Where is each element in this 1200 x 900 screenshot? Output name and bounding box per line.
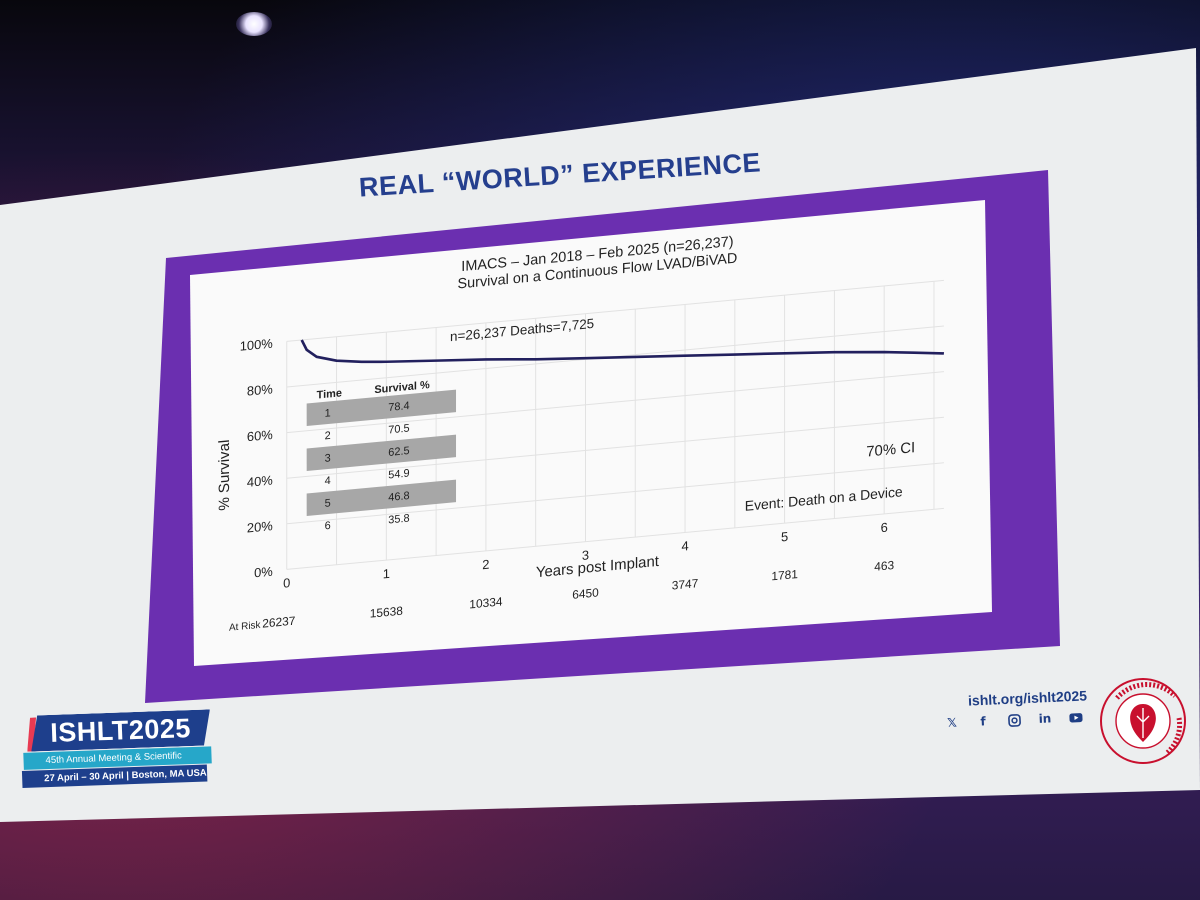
x-tick-label: 2 xyxy=(482,557,489,573)
x-tick-label: 3 xyxy=(582,547,589,563)
at-risk-value: 6450 xyxy=(572,585,599,601)
table-row-band xyxy=(306,479,457,517)
y-tick-labels: 0% 20% 40% 60% 80% 100% xyxy=(240,336,274,581)
survival-curves xyxy=(300,339,945,364)
table-cell-survival: 35.8 xyxy=(388,512,409,526)
y-tick-label: 60% xyxy=(247,427,273,444)
x-tick-label: 1 xyxy=(383,566,390,582)
table-row-band xyxy=(306,434,457,472)
y-tick-label: 80% xyxy=(247,381,273,398)
x-axis-label: Years post Implant xyxy=(536,553,660,581)
at-risk-value: 1781 xyxy=(771,567,798,583)
y-tick-label: 100% xyxy=(240,336,274,354)
table-header-time: Time xyxy=(317,387,342,401)
table-cell-time: 3 xyxy=(325,452,331,465)
ci-annotation: 70% CI xyxy=(866,439,915,461)
table-cell-time: 1 xyxy=(325,407,331,420)
event-annotation: Event: Death on a Device xyxy=(745,483,903,514)
logo-wordmark: ISHLT2025 xyxy=(30,709,211,751)
n-deaths-annotation: n=26,237 Deaths=7,725 xyxy=(450,316,594,344)
y-tick-label: 20% xyxy=(247,518,273,535)
survival-curve xyxy=(300,339,945,364)
chart-grid xyxy=(286,279,944,570)
at-risk-value: 10334 xyxy=(469,594,503,611)
logo-year: 2025 xyxy=(128,713,192,746)
x-tick-labels: 0 1 2 3 4 5 6 xyxy=(283,520,888,591)
table-cell-survival: 54.9 xyxy=(388,467,409,481)
instagram-icon[interactable] xyxy=(1006,712,1023,729)
youtube-icon[interactable] xyxy=(1068,709,1085,726)
x-tick-label: 4 xyxy=(681,538,688,554)
society-seal xyxy=(1097,668,1189,774)
logo-prefix: ISHLT xyxy=(49,715,130,748)
table-cell-time: 4 xyxy=(325,475,331,488)
y-axis-label: % Survival xyxy=(216,439,233,511)
table-cell-survival: 46.8 xyxy=(388,490,409,504)
facebook-icon[interactable]: f xyxy=(980,714,986,729)
at-risk-value: 26237 xyxy=(262,614,296,631)
grid-line-h xyxy=(286,279,944,342)
social-links: 𝕏 f in xyxy=(944,709,1085,731)
stage-light xyxy=(236,12,272,36)
table-cell-time: 2 xyxy=(325,430,331,443)
y-tick-label: 0% xyxy=(254,564,273,581)
x-icon[interactable]: 𝕏 xyxy=(946,715,958,730)
table-header-survival: Survival % xyxy=(374,379,430,396)
linkedin-icon[interactable]: in xyxy=(1038,711,1052,726)
at-risk-row: At Risk 26237 15638 10334 6450 3747 1781 463 xyxy=(229,558,894,634)
table-cell-survival: 62.5 xyxy=(388,445,409,459)
ishlt-2025-logo: ISHLT2025 45th Annual Meeting & Scientif… xyxy=(20,709,218,796)
x-tick-label: 6 xyxy=(881,520,888,536)
survival-table: Time Survival % 1 78.4 2 70.5 3 62.5 4 54.9 5 46.8 6… xyxy=(306,379,457,533)
table-row-band xyxy=(306,389,457,427)
at-risk-value: 463 xyxy=(874,558,894,574)
table-cell-survival: 78.4 xyxy=(388,400,409,414)
x-tick-label: 5 xyxy=(781,529,788,545)
table-cell-time: 5 xyxy=(325,497,331,510)
table-cell-survival: 70.5 xyxy=(388,422,409,436)
table-cell-time: 6 xyxy=(325,520,331,533)
at-risk-value: 15638 xyxy=(370,604,404,621)
at-risk-label: At Risk xyxy=(229,620,260,634)
x-tick-label: 0 xyxy=(283,575,290,591)
at-risk-value: 3747 xyxy=(672,576,699,592)
y-tick-label: 40% xyxy=(247,472,273,489)
